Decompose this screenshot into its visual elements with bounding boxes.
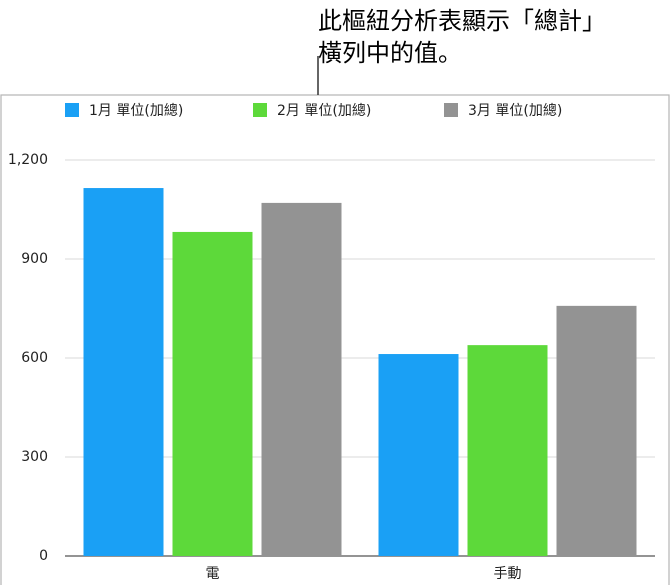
x-tick-label: 手動: [494, 566, 522, 582]
x-tick-label: 電: [206, 566, 220, 582]
legend-label: 1月 單位(加總): [89, 102, 183, 119]
legend-swatch: [253, 103, 267, 117]
annotation: 此樞紐分析表顯示「總計」: [318, 7, 606, 35]
legend-label: 2月 單位(加總): [277, 102, 371, 119]
y-tick-label: 900: [21, 251, 48, 267]
bar: [467, 345, 548, 556]
annotation: 橫列中的值。: [318, 39, 462, 67]
bar: [378, 354, 459, 556]
bar: [261, 202, 342, 556]
y-tick-label: 300: [21, 449, 48, 465]
legend-swatch: [65, 103, 79, 117]
legend-swatch: [444, 103, 458, 117]
legend-label: 3月 單位(加總): [468, 102, 562, 119]
chart-frame: [0, 94, 670, 585]
bar: [556, 305, 637, 556]
bar: [172, 231, 253, 556]
bar: [83, 188, 164, 557]
y-tick-label: 600: [21, 350, 48, 366]
y-tick-label: 0: [39, 548, 48, 564]
y-tick-label: 1,200: [8, 152, 48, 168]
